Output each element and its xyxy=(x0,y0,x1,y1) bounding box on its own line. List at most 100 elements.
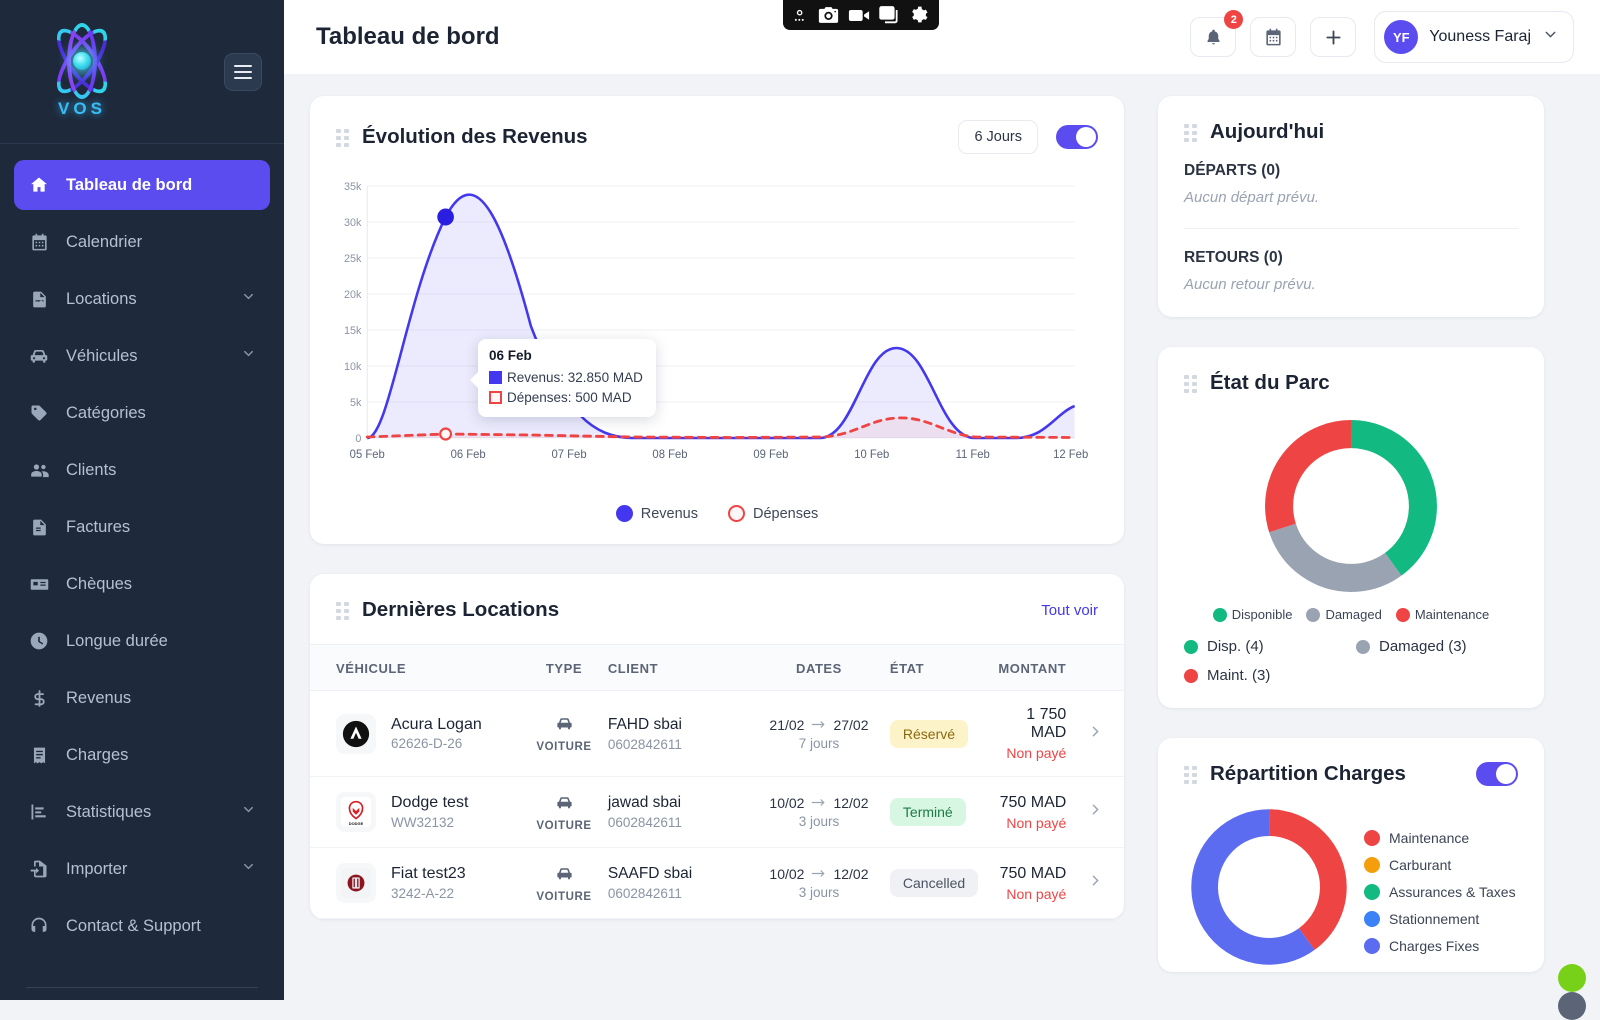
row-expand-button[interactable] xyxy=(1082,848,1124,919)
cell-type: VOITURE xyxy=(520,691,608,777)
add-button[interactable] xyxy=(1310,17,1356,57)
legend-damaged[interactable]: Damaged xyxy=(1306,607,1381,622)
client-phone: 0602842611 xyxy=(608,737,748,752)
users-icon xyxy=(28,460,50,481)
car-icon xyxy=(28,345,50,367)
revenue-active-point[interactable] xyxy=(437,209,454,226)
sidebar-item-longue-duree[interactable]: Longue durée xyxy=(14,616,270,666)
legend-charges-fixes[interactable]: Charges Fixes xyxy=(1364,938,1516,954)
dodge-brand-icon: DODGE xyxy=(336,792,376,832)
drag-handle-icon[interactable] xyxy=(1184,124,1197,140)
window-icon[interactable] xyxy=(879,6,899,24)
legend-carburant[interactable]: Carburant xyxy=(1364,857,1516,873)
sidebar-item-label: Factures xyxy=(66,518,130,537)
vehicle-type: VOITURE xyxy=(520,891,608,903)
divider xyxy=(1184,228,1518,229)
dollar-icon xyxy=(28,689,50,708)
revenue-toggle[interactable] xyxy=(1056,125,1098,149)
top-bar: Tableau de bord 2 YF Youness Faraj xyxy=(284,0,1600,74)
chevron-down-icon[interactable] xyxy=(241,346,256,366)
user-menu[interactable]: YF Youness Faraj xyxy=(1374,11,1574,63)
chevron-down-icon[interactable] xyxy=(241,289,256,309)
dashboard-content: Évolution des Revenus 6 Jours xyxy=(284,74,1600,1000)
sidebar-item-factures[interactable]: Factures xyxy=(14,502,270,552)
sidebar-item-charges[interactable]: Charges xyxy=(14,730,270,780)
hamburger-icon[interactable] xyxy=(224,53,262,91)
sidebar-item-cheques[interactable]: Chèques xyxy=(14,559,270,609)
departures-empty: Aucun départ prévu. xyxy=(1184,189,1518,206)
sidebar-item-calendrier[interactable]: Calendrier xyxy=(14,217,270,267)
view-all-link[interactable]: Tout voir xyxy=(1041,602,1098,619)
legend-item-revenus[interactable]: Revenus xyxy=(616,505,698,522)
chevron-down-icon[interactable] xyxy=(1542,26,1559,48)
svg-text:0: 0 xyxy=(355,433,361,445)
arrow-right-icon xyxy=(811,717,826,733)
chevron-down-icon[interactable] xyxy=(241,859,256,879)
drag-handle-icon[interactable] xyxy=(336,129,349,145)
tag-icon xyxy=(28,403,50,423)
sidebar-item-tableau-de-bord[interactable]: Tableau de bord xyxy=(14,160,270,210)
bar-chart-icon xyxy=(28,802,50,822)
legend-item-depenses[interactable]: Dépenses xyxy=(728,505,818,522)
svg-text:05 Feb: 05 Feb xyxy=(350,449,385,461)
fiat-brand-icon xyxy=(336,863,376,903)
sidebar-item-clients[interactable]: Clients xyxy=(14,445,270,495)
sidebar-item-vehicules[interactable]: Véhicules xyxy=(14,331,270,381)
sidebar-item-statistiques[interactable]: Statistiques xyxy=(14,787,270,837)
vehicle-plate: WW32132 xyxy=(391,814,468,832)
sidebar-item-locations[interactable]: Locations xyxy=(14,274,270,324)
sidebar-item-revenus[interactable]: Revenus xyxy=(14,673,270,723)
chat-widget-button[interactable] xyxy=(1558,964,1586,992)
gear-icon[interactable] xyxy=(908,5,928,25)
sidebar-item-importer[interactable]: Importer xyxy=(14,844,270,894)
legend-assurances-taxes[interactable]: Assurances & Taxes xyxy=(1364,884,1516,900)
main-area: Tableau de bord 2 YF Youness Faraj xyxy=(284,0,1600,1000)
duration: 3 jours xyxy=(748,814,890,829)
cell-status: Terminé xyxy=(890,777,999,848)
sidebar-divider xyxy=(26,987,258,988)
today-card-header: Aujourd'hui xyxy=(1158,96,1544,144)
client-name: jawad sbai xyxy=(608,794,748,812)
legend-maintenance[interactable]: Maintenance xyxy=(1396,607,1489,622)
charges-card-body: Maintenance Carburant Assurances & Taxes… xyxy=(1158,786,1544,972)
drag-handle-icon[interactable] xyxy=(336,602,349,618)
acura-brand-icon xyxy=(336,714,376,754)
svg-text:07 Feb: 07 Feb xyxy=(552,449,587,461)
document-icon xyxy=(28,290,50,309)
stat-label: Maint. (3) xyxy=(1207,667,1270,684)
settings-dots-icon[interactable] xyxy=(794,8,809,23)
sidebar-item-label: Charges xyxy=(66,746,128,765)
range-selector[interactable]: 6 Jours xyxy=(958,120,1038,154)
legend-disponible[interactable]: Disponible xyxy=(1213,607,1293,622)
sidebar-item-label: Contact & Support xyxy=(66,917,201,936)
cell-dates: 21/02 27/02 7 jours xyxy=(748,691,890,777)
charges-toggle[interactable] xyxy=(1476,762,1518,786)
legend-label: Dépenses xyxy=(753,506,818,522)
drag-handle-icon[interactable] xyxy=(1184,375,1197,391)
legend-stationnement[interactable]: Stationnement xyxy=(1364,911,1516,927)
calendar-button[interactable] xyxy=(1250,17,1296,57)
table-row[interactable]: Fiat test23 3242-A-22 VOITURE xyxy=(310,848,1124,919)
sidebar-item-contact-support[interactable]: Contact & Support xyxy=(14,901,270,951)
video-icon[interactable] xyxy=(848,7,870,24)
row-expand-button[interactable] xyxy=(1082,777,1124,848)
legend-maintenance[interactable]: Maintenance xyxy=(1364,830,1516,846)
notifications-button[interactable]: 2 xyxy=(1190,17,1236,57)
table-row[interactable]: Acura Logan 62626-D-26 VOITURE xyxy=(310,691,1124,777)
cell-amount: 1 750 MAD Non payé xyxy=(998,691,1082,777)
fleet-status-card: État du Parc Disponible Damaged Maintena… xyxy=(1158,347,1544,708)
expense-active-point[interactable] xyxy=(440,429,451,440)
drag-handle-icon[interactable] xyxy=(1184,766,1197,782)
row-expand-button[interactable] xyxy=(1082,691,1124,777)
camera-icon[interactable] xyxy=(818,6,839,24)
sidebar: VOS Tableau de bord Calendrier Locations… xyxy=(0,0,284,1000)
stat-maintenance: Maint. (3) xyxy=(1184,667,1346,684)
chevron-down-icon[interactable] xyxy=(241,802,256,822)
table-row[interactable]: DODGE Dodge test WW32132 xyxy=(310,777,1124,848)
cell-client: jawad sbai 0602842611 xyxy=(608,777,748,848)
returns-label: RETOURS (0) xyxy=(1184,249,1518,267)
sidebar-item-label: Statistiques xyxy=(66,803,151,822)
sidebar-item-categories[interactable]: Catégories xyxy=(14,388,270,438)
svg-text:10 Feb: 10 Feb xyxy=(854,449,889,461)
